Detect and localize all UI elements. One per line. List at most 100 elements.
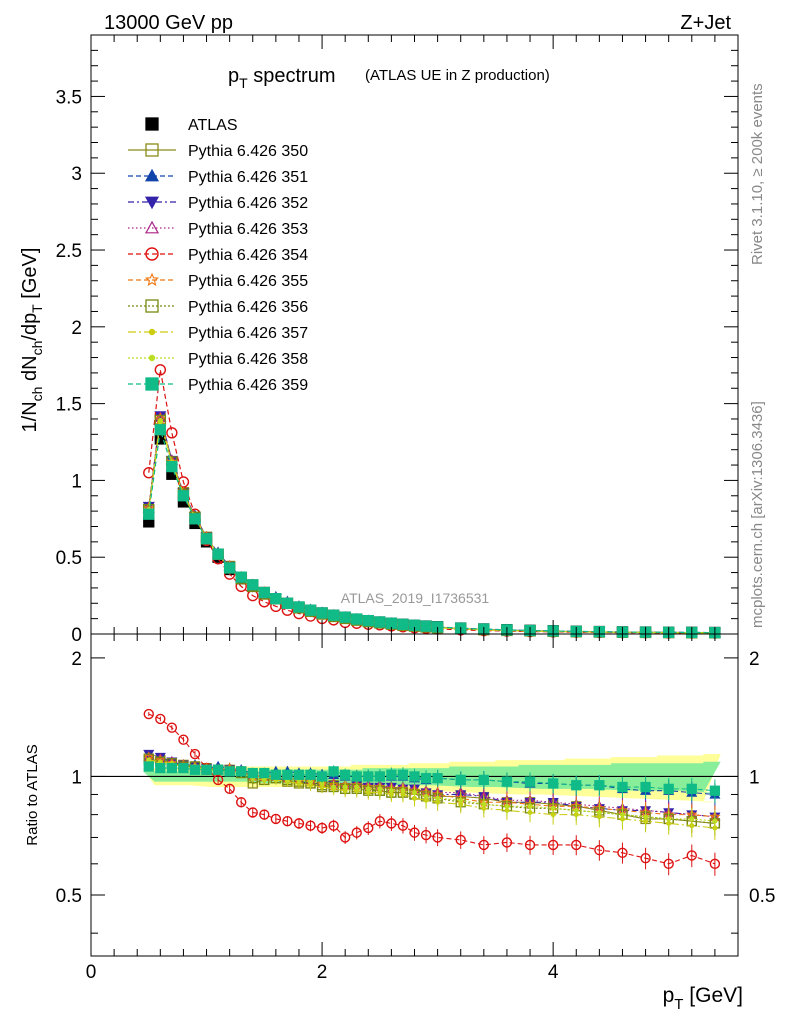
ratio-series-pythia-6-426-358 <box>146 757 718 834</box>
ratio-point <box>235 797 247 808</box>
legend-item: Pythia 6.426 359 <box>128 377 308 394</box>
chart-subtitle: (ATLAS UE in Z production) <box>365 67 550 84</box>
legend-item: Pythia 6.426 358 <box>128 351 308 368</box>
y-tick-label: 0 <box>71 625 82 646</box>
ratio-point <box>571 839 582 851</box>
ratio-point <box>686 850 697 861</box>
data-point <box>235 571 247 583</box>
ratio-point <box>571 780 582 791</box>
data-point <box>281 597 294 609</box>
legend: ATLAS Pythia 6.426 350 Pythia 6.426 351 Pyt… <box>128 117 308 394</box>
ratio-point <box>617 847 628 858</box>
data-point <box>223 562 236 574</box>
ratio-point <box>663 783 674 795</box>
mcplots-label: mcplots.cern.ch [arXiv:1306.3436] <box>749 401 766 628</box>
ratio-point <box>547 778 559 789</box>
ratio-point <box>596 809 602 816</box>
ratio-point <box>351 771 362 782</box>
data-point <box>154 364 167 376</box>
legend-marker <box>145 247 159 261</box>
ratio-point <box>504 803 510 809</box>
y-tick-label: 2 <box>71 318 82 339</box>
data-point <box>166 427 178 439</box>
title-main: p <box>228 65 239 87</box>
ratio-point <box>363 822 374 834</box>
data-point <box>189 513 201 525</box>
ratio-point <box>524 776 536 787</box>
ratio-point <box>397 769 409 780</box>
ratio-point <box>420 773 432 784</box>
ratio-point <box>305 769 316 780</box>
ratio-point <box>409 827 420 838</box>
x-tick-label: 0 <box>86 962 97 983</box>
header-right: Z+Jet <box>680 12 731 34</box>
data-point <box>327 609 340 621</box>
ratio-y-tick-label-right: 0.5 <box>749 886 775 907</box>
ratio-point <box>166 722 178 733</box>
title-rest: spectrum <box>248 65 336 87</box>
data-point <box>258 586 270 599</box>
ratio-point <box>640 853 651 864</box>
ratio-point <box>316 771 328 782</box>
ratio-point <box>328 766 339 777</box>
legend-label: Pythia 6.426 354 <box>188 247 308 264</box>
y-tick-label: 1.5 <box>56 395 82 416</box>
legend-marker <box>145 143 159 157</box>
legend-item: Pythia 6.426 355 <box>128 272 308 290</box>
data-point <box>200 533 213 545</box>
legend-item: ATLAS <box>145 117 238 134</box>
ratio-point <box>619 812 625 818</box>
ratio-point <box>331 784 337 790</box>
legend-marker <box>148 328 156 336</box>
legend-label: ATLAS <box>188 117 238 134</box>
legend-marker <box>145 377 159 391</box>
data-point <box>304 604 317 616</box>
ratio-point <box>212 764 224 775</box>
legend-item: Pythia 6.426 352 <box>128 195 308 212</box>
data-point <box>397 618 409 630</box>
legend-label: Pythia 6.426 353 <box>188 221 308 238</box>
main-y-ticks: 0 0.5 1 1.5 2 2.5 3 3.5 <box>56 49 738 646</box>
ratio-point <box>709 785 721 796</box>
legend-label: Pythia 6.426 358 <box>188 351 308 368</box>
ratio-point <box>282 815 293 827</box>
header-left: 13000 GeV pp <box>104 12 233 34</box>
data-point <box>270 593 282 605</box>
ratio-point <box>709 858 721 870</box>
ratio-point <box>455 834 466 846</box>
ratio-point <box>143 761 154 772</box>
ratio-point <box>178 762 189 774</box>
ratio-point <box>455 774 466 786</box>
legend-marker <box>148 354 156 362</box>
analysis-tag: ATLAS_2019_I1736531 <box>341 590 490 606</box>
ratio-point <box>201 764 212 775</box>
ratio-point <box>354 784 360 790</box>
legend-item: Pythia 6.426 351 <box>128 168 308 186</box>
ratio-point <box>363 771 374 782</box>
ratio-line <box>148 713 716 865</box>
ratio-point <box>155 713 166 725</box>
ratio-point <box>328 820 339 831</box>
data-point <box>374 616 386 628</box>
ratio-y-tick-label: 1 <box>71 767 82 788</box>
data-point <box>420 620 432 632</box>
ratio-point <box>458 797 464 803</box>
ratio-point <box>189 764 201 775</box>
ratio-point <box>666 816 672 822</box>
ratio-point <box>377 786 383 792</box>
ratio-y-tick-label-right: 1 <box>749 767 760 788</box>
ratio-point <box>247 767 258 779</box>
x-axis: 0 2 4 <box>86 35 739 983</box>
legend-item: Pythia 6.426 350 <box>128 143 308 160</box>
x-axis-label: pT [GeV] <box>663 984 743 1013</box>
ratio-point <box>594 844 605 856</box>
ratio-point <box>143 708 154 720</box>
ratio-point <box>663 858 674 870</box>
title-sub: T <box>239 75 248 91</box>
legend-label: Pythia 6.426 357 <box>188 325 308 342</box>
rivet-label: Rivet 3.1.10, ≥ 200k events <box>749 83 766 265</box>
series-line <box>148 369 715 634</box>
ratio-point <box>270 813 282 825</box>
ratio-point <box>247 807 258 818</box>
